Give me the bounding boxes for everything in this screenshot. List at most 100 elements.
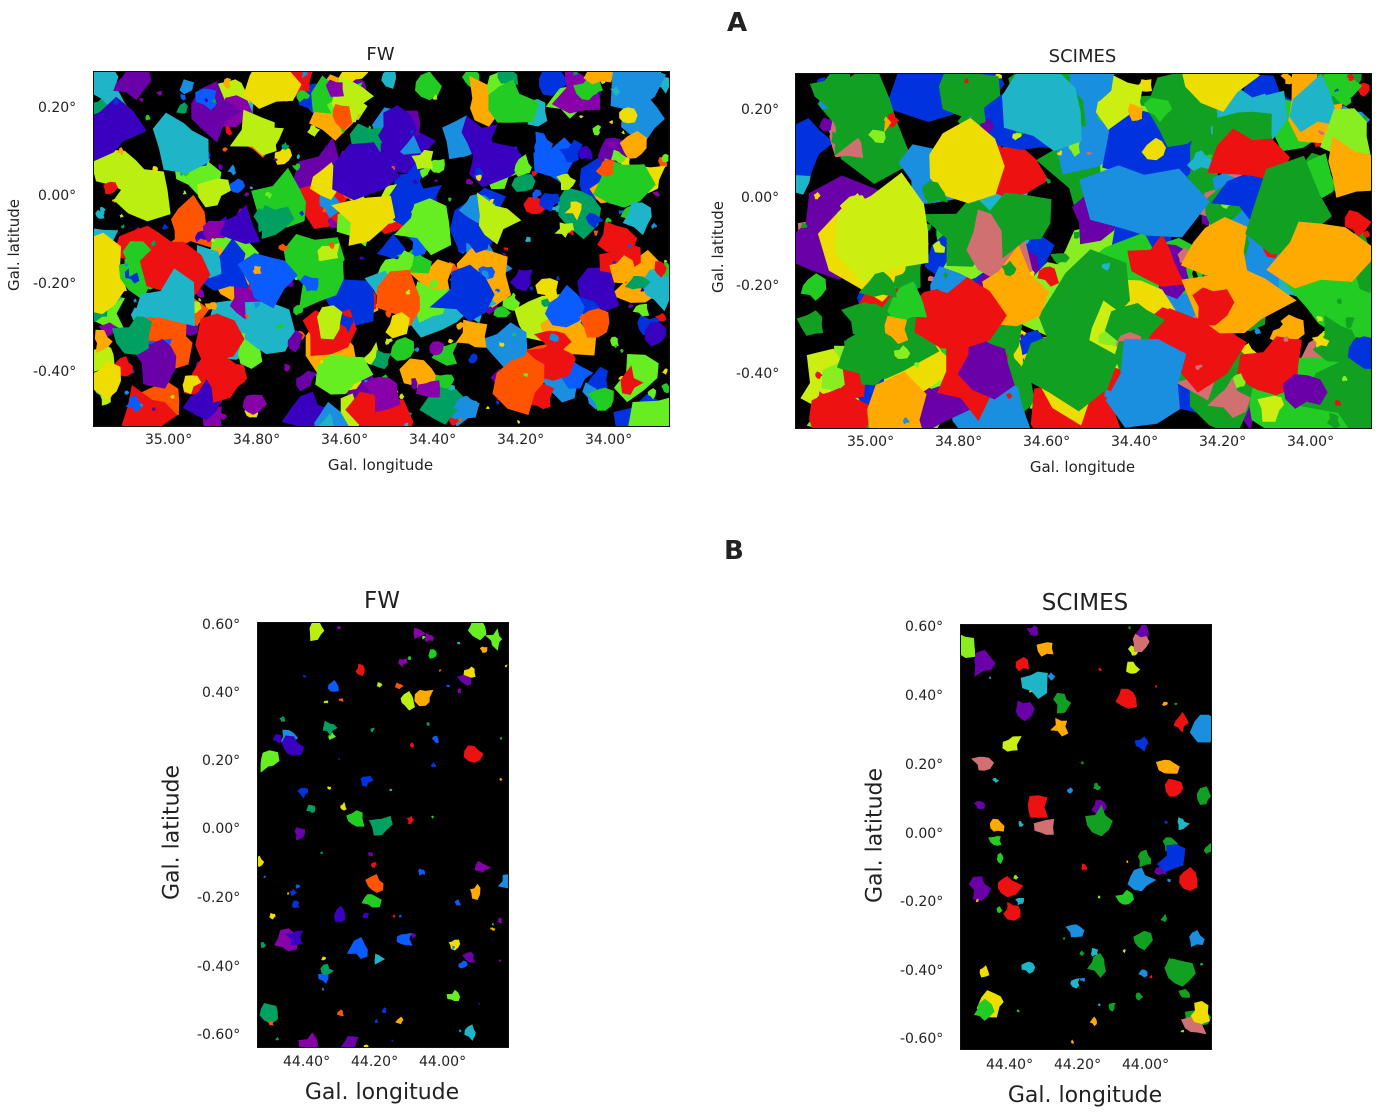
scimes-a-cloud [867,371,927,428]
scimes-a-cloud [1005,392,1012,399]
fw-b-cloud [260,750,280,773]
fw-b-cloud [413,627,426,640]
scimes-b-cloud [1027,795,1048,818]
scimes-b-cloud [1180,1029,1184,1033]
scimes-b-cloud [1065,924,1085,938]
xtick-a-scimes-0: 35.00° [847,434,895,450]
fw-a-cloud [225,126,233,136]
fw-a-cloud [494,288,501,293]
fw-b-cloud [320,851,323,855]
fw-a-cloud [94,360,121,400]
scimes-b-cloud [971,756,995,771]
fw-a-cloud [523,373,529,378]
fw-a-cloud [622,202,652,236]
fw-a-cloud [103,181,118,195]
fw-b-cloud [400,691,415,711]
fw-a-cloud [502,294,520,311]
fw-b-cloud [464,1024,476,1041]
fw-a-cloud [299,210,305,217]
ylabel-b-fw: Gal. latitude [159,764,185,901]
fw-a-cloud [281,141,290,150]
fw-a-cloud [120,224,125,229]
fw-a-cloud [204,98,208,103]
scimes-a-cloud [851,193,862,204]
fw-a-cloud [133,298,137,303]
fw-a-cloud [429,341,444,356]
fw-a-cloud [180,93,186,101]
scimes-b-cloud [1122,949,1126,954]
fw-a-cloud [592,124,602,136]
fw-b-cloud [424,632,434,643]
fw-b-cloud [438,669,442,672]
scimes-b-cloud [1156,844,1186,873]
fw-a-cloud [314,401,349,426]
fw-a-cloud [291,163,301,171]
scimes-a-cloud [914,362,920,368]
scimes-b-cloud [1015,657,1029,672]
fw-a-cloud [509,269,533,292]
fw-a-cloud [502,252,507,257]
fw-b-cloud [457,688,462,694]
scimes-a-cloud [1347,336,1371,369]
fw-a-cloud [399,393,405,400]
fw-a-cloud [405,289,411,295]
fw-a-cloud [485,406,490,410]
panel-label-a: A [727,8,748,38]
scimes-a-cloud [858,271,897,298]
ytick-b-fw-5: -0.40° [197,959,241,975]
fw-b-cloud [365,874,384,893]
fw-b-cloud [398,914,402,918]
fw-a-cloud [597,91,602,95]
fw-a-cloud [274,145,293,165]
scimes-a-cloud [1257,395,1285,422]
fw-a-cloud [218,163,223,171]
scimes-a-cloud [884,315,909,344]
fw-a-cloud [552,205,561,213]
fw-b-cloud [451,945,456,949]
fw-b-cloud [338,698,344,702]
scimes-b-cloud [1033,818,1055,835]
scimes-b-cloud [973,998,995,1021]
scimes-a-cloud [932,240,946,253]
scimes-b-cloud [1080,761,1084,765]
fw-a-cloud [376,233,406,259]
fw-a-cloud [511,292,516,298]
fw-a-cloud [620,348,624,353]
scimes-a-cloud [1207,377,1251,418]
fw-a-cloud [624,276,651,290]
fw-a-cloud [647,388,657,400]
scimes-a-cloud [1345,317,1355,329]
fw-a-cloud [260,204,295,239]
xtick-a-fw-1: 34.80° [233,432,281,448]
fw-a-cloud [492,354,545,415]
scimes-b-cloud [1178,988,1190,998]
fw-b-cloud [395,1016,404,1025]
fw-b-cloud [295,884,301,889]
fw-b-cloud [291,900,300,909]
fw-b-cloud [346,810,365,827]
fw-a-cloud [324,145,329,149]
fw-b-cloud [398,658,408,668]
scimes-a-cloud [914,277,1007,349]
fw-a-cloud [453,395,480,414]
scimes-b-cloud [1050,717,1069,737]
fw-a-cloud [554,222,575,238]
fw-b-cloud [392,914,396,918]
scimes-a-cloud [1192,287,1235,326]
ytick-b-fw-1: 0.40° [202,685,241,701]
scimes-b-cloud [1174,702,1178,706]
fw-b-cloud [458,960,468,969]
fw-b-cloud [418,868,425,876]
fw-a-cloud [632,303,650,317]
fw-a-cloud [488,79,540,123]
scimes-a-cloud [815,371,823,380]
fw-b-cloud [499,778,503,782]
fw-b-cloud [355,663,365,677]
ytick-a-scimes-1: 0.00° [741,190,780,206]
scimes-a-cloud [1018,310,1120,412]
scimes-a-cloud [957,331,1015,400]
fw-a-cloud [317,305,343,340]
fw-a-cloud [182,375,202,395]
scimes-a-cloud [1045,177,1051,184]
fw-a-cloud [296,90,311,103]
